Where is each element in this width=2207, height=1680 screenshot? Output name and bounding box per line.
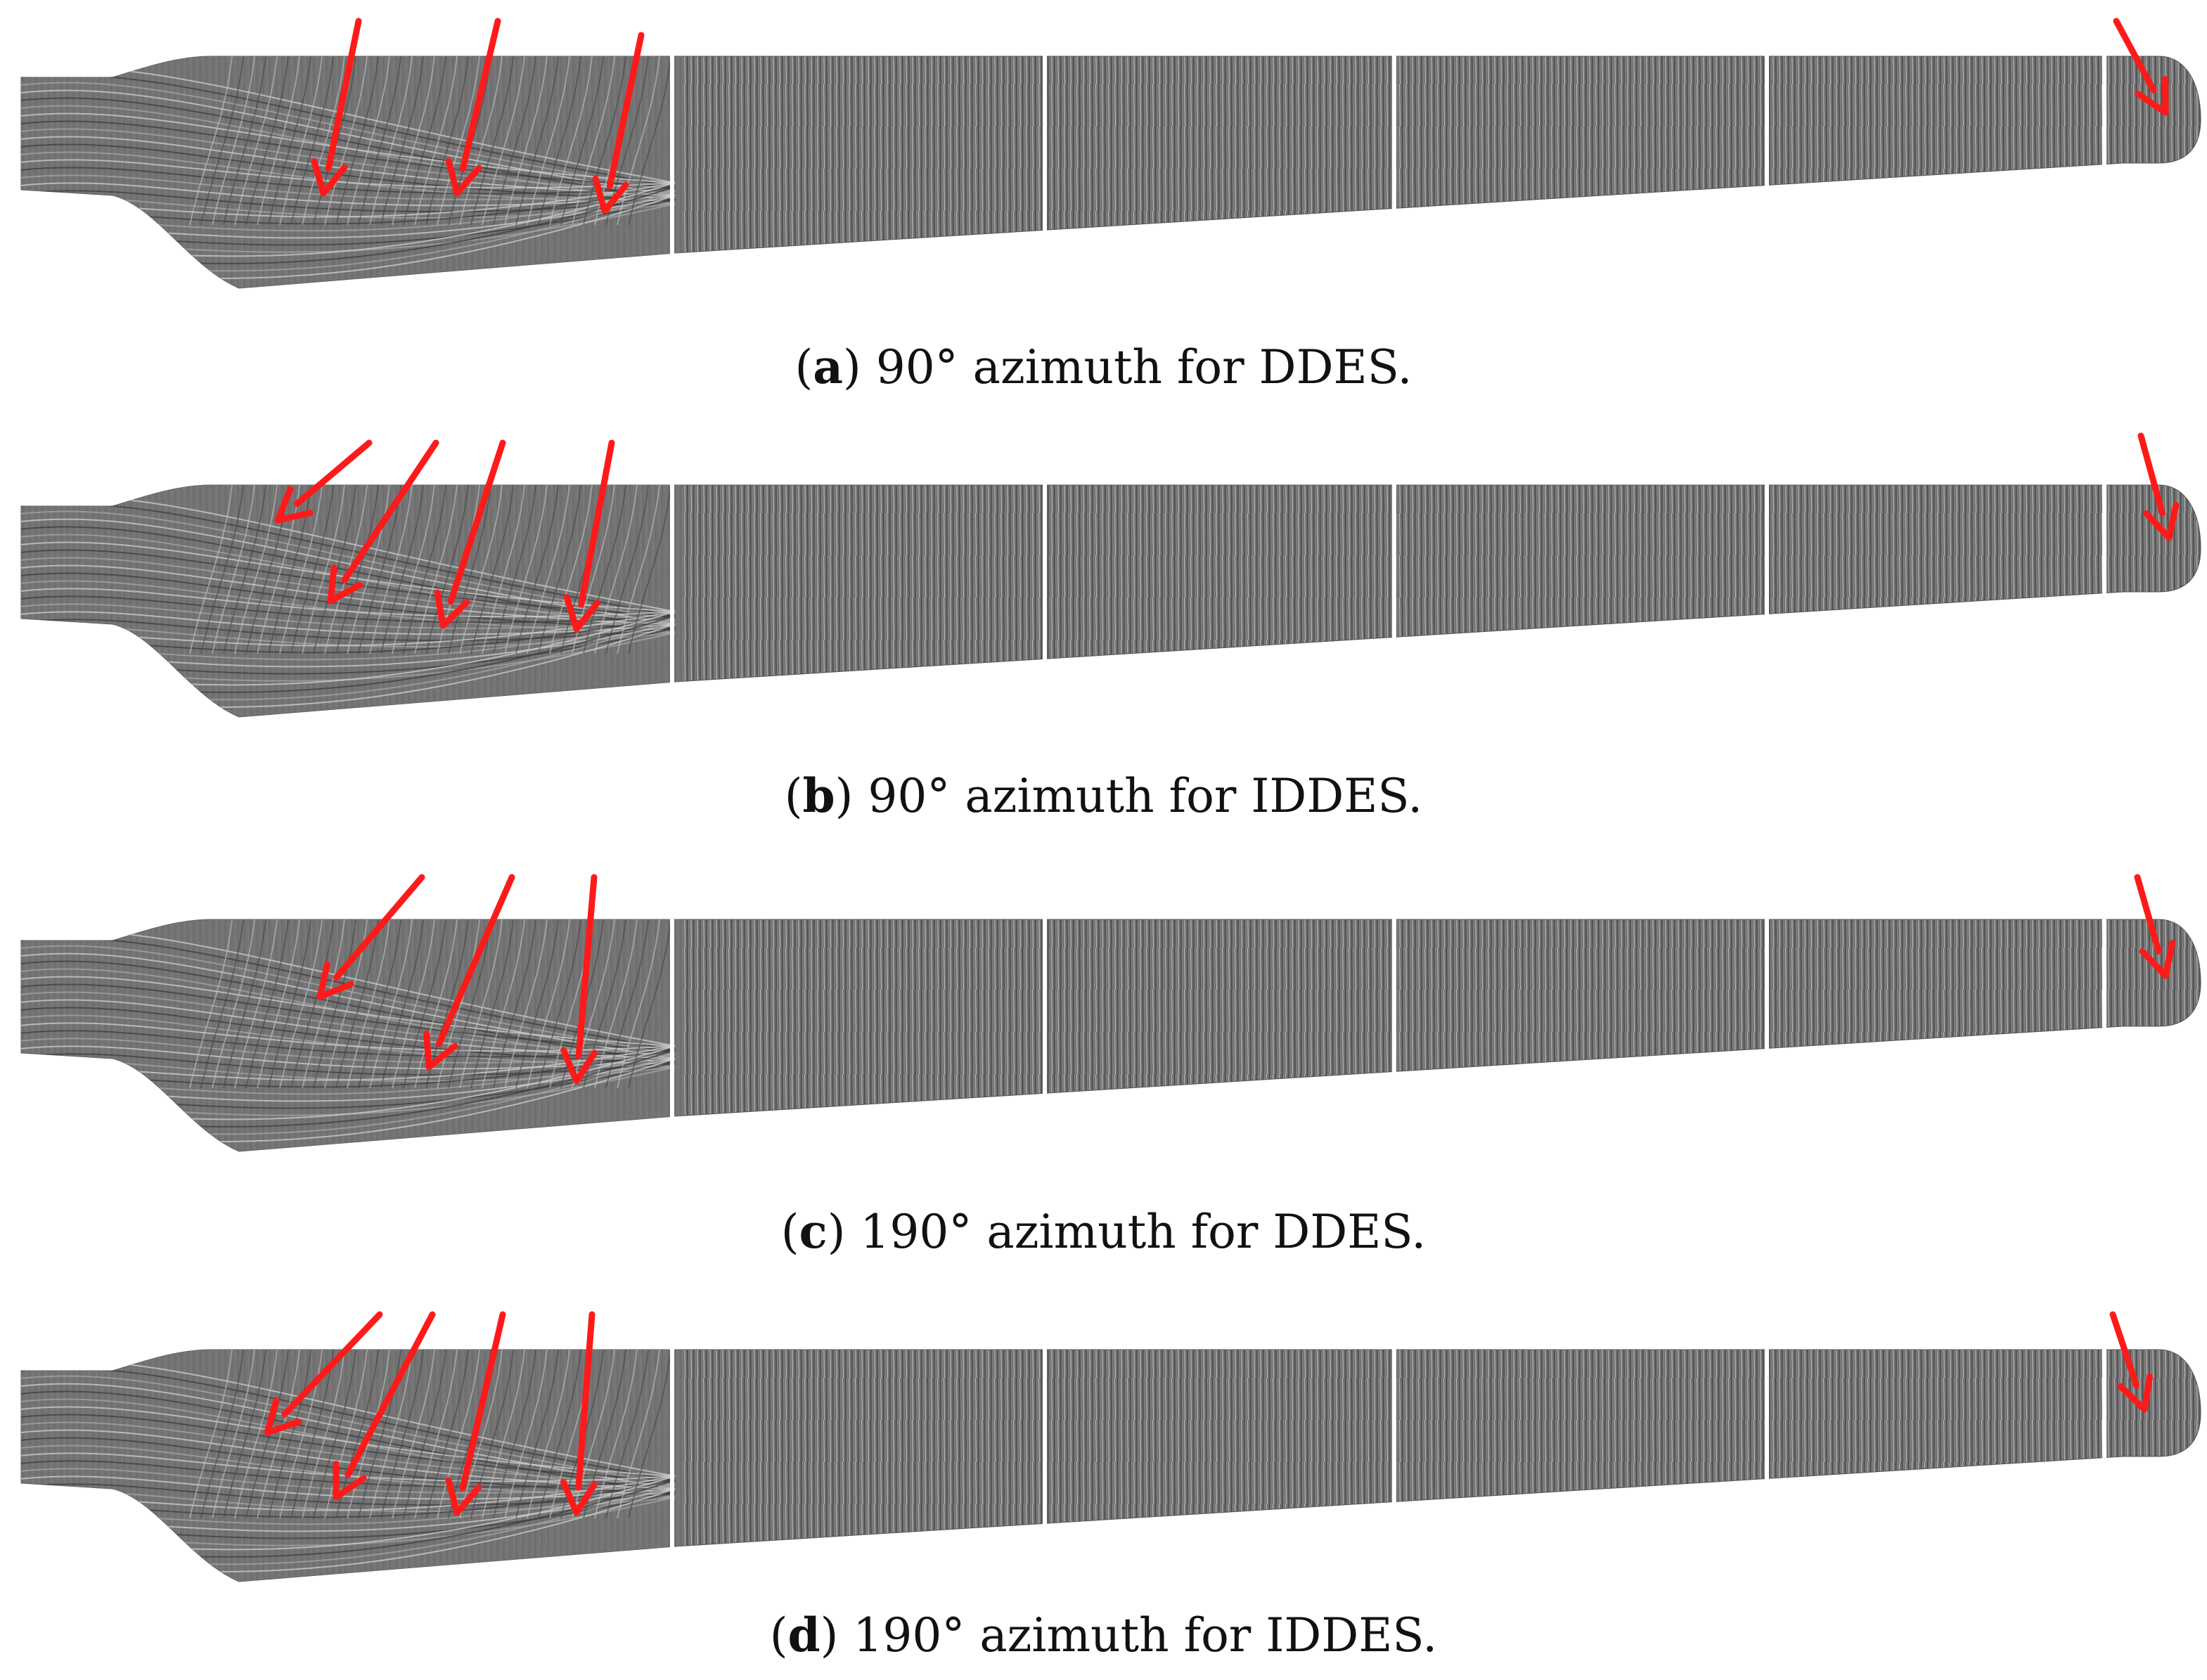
blade-figure-c	[20, 874, 2201, 1152]
separation-arrow-1	[274, 439, 373, 524]
arrows-c	[316, 874, 2176, 1085]
blade-figure-a	[20, 18, 2201, 289]
caption-a-label: a	[813, 340, 843, 394]
separation-arrow-2	[333, 1311, 436, 1501]
separation-arrow-4	[2134, 874, 2176, 979]
separation-arrow-5	[2109, 1311, 2154, 1413]
caption-a: (a) 90° azimuth for DDES.	[794, 340, 1413, 394]
separation-arrow-3	[560, 874, 598, 1085]
panel-d	[0, 1293, 2207, 1603]
arrows-d	[264, 1311, 2154, 1516]
blade-b	[20, 478, 2201, 718]
separation-arrow-1	[316, 874, 425, 1000]
separation-arrow-5	[2137, 432, 2180, 541]
blade-figure-b	[20, 432, 2201, 718]
caption-a-text: 90° azimuth for DDES.	[875, 340, 1413, 394]
arrows-a	[311, 18, 2169, 214]
caption-b-label: b	[802, 768, 835, 823]
arrows-b	[274, 432, 2180, 633]
caption-c-text: 190° azimuth for DDES.	[860, 1205, 1427, 1259]
caption-b-text: 90° azimuth for IDDES.	[868, 769, 1423, 823]
panel-c	[0, 863, 2207, 1172]
separation-arrow-2	[445, 18, 501, 197]
panel-b	[0, 429, 2207, 738]
blade-d	[20, 1343, 2201, 1582]
caption-b: (b) 90° azimuth for IDDES.	[784, 768, 1423, 823]
separation-arrow-4	[563, 439, 615, 633]
panel-a	[0, 0, 2207, 309]
separation-arrow-2	[327, 439, 439, 605]
caption-d-text: 190° azimuth for IDDES.	[853, 1608, 1438, 1662]
separation-arrow-1	[311, 18, 362, 197]
separation-arrow-3	[445, 1311, 506, 1516]
caption-d: (d) 190° azimuth for IDDES.	[769, 1608, 1438, 1662]
separation-arrow-3	[434, 439, 506, 629]
separation-arrow-3	[592, 32, 645, 214]
blade-a	[20, 49, 2201, 289]
caption-c: (c) 190° azimuth for DDES.	[780, 1204, 1427, 1259]
separation-arrow-2	[423, 874, 515, 1071]
blade-figure-d	[20, 1311, 2201, 1582]
blade-c	[20, 912, 2201, 1152]
separation-arrow-4	[2113, 18, 2169, 116]
separation-arrow-1	[264, 1311, 383, 1436]
caption-c-label: c	[799, 1204, 828, 1259]
caption-d-label: d	[787, 1608, 821, 1662]
separation-arrow-4	[560, 1311, 598, 1516]
